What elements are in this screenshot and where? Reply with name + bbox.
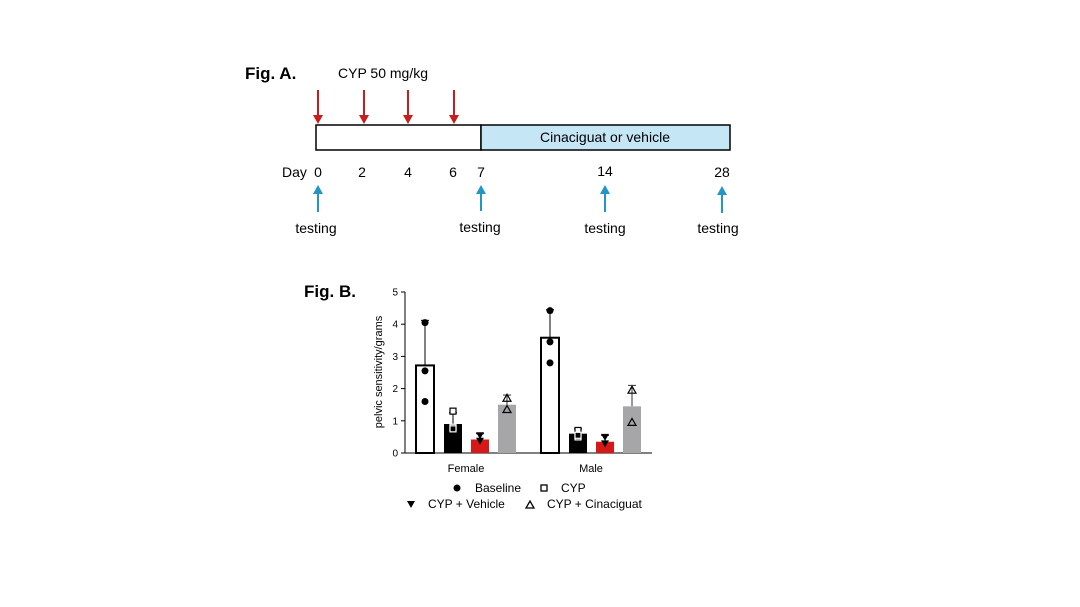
y-tick-label: 3 — [392, 352, 398, 363]
testing-arrow-day-14 — [600, 185, 610, 212]
bars — [415, 307, 641, 454]
injection-arrow-day-2 — [359, 90, 369, 124]
data-point — [476, 432, 484, 440]
day-tick: 7 — [477, 164, 485, 180]
injection-arrow-day-4 — [403, 90, 413, 124]
y-tick-label: 4 — [392, 320, 398, 331]
data-point — [546, 338, 554, 346]
data-point — [626, 385, 638, 394]
fig-a-label: Fig. A. — [245, 64, 296, 83]
bar — [569, 433, 587, 453]
data-point — [546, 307, 554, 315]
data-point — [601, 433, 609, 441]
testing-label: testing — [459, 219, 500, 235]
legend-label: Baseline — [475, 481, 521, 495]
y-ticks: 0 1 2 3 4 5 — [392, 288, 405, 460]
testing-arrow-day-7 — [476, 185, 486, 211]
x-tick-label: Female — [448, 463, 485, 475]
testing-arrow-day-28 — [717, 186, 727, 213]
dose-label: CYP 50 mg/kg — [338, 65, 428, 81]
treatment-period-box — [480, 124, 731, 151]
y-tick-label: 2 — [392, 384, 398, 395]
data-point — [449, 425, 457, 433]
testing-arrow-day-0 — [313, 185, 323, 212]
bar-chart: pelvic sensitivity/grams 0 1 2 3 4 5 Female Ma… — [373, 288, 652, 475]
bar — [471, 439, 489, 453]
testing-arrows — [313, 185, 727, 213]
data-point — [476, 437, 484, 445]
x-tick-label: Male — [579, 463, 603, 475]
bar — [596, 441, 614, 453]
y-tick-label: 0 — [392, 449, 398, 460]
testing-label: testing — [295, 220, 336, 236]
data-point — [626, 417, 638, 427]
testing-label: testing — [584, 220, 625, 236]
x-tick-labels: Female Male — [448, 463, 603, 475]
cyp-period-box — [315, 124, 482, 151]
y-tick-label: 1 — [392, 416, 398, 427]
y-axis-label: pelvic sensitivity/grams — [373, 315, 385, 428]
legend-marker-cyp-cinaciguat — [524, 499, 536, 509]
data-point — [421, 367, 429, 375]
legend-marker-cyp-vehicle — [407, 501, 415, 508]
day-tick: 0 — [314, 164, 322, 180]
injection-arrow-day-6 — [449, 90, 459, 124]
legend-item-cyp-cinaciguat: CYP + Cinaciguat — [524, 497, 643, 511]
data-point — [449, 407, 457, 415]
testing-label: testing — [697, 220, 738, 236]
data-point — [601, 440, 609, 448]
y-tick-label: 5 — [392, 288, 398, 299]
data-point — [501, 393, 513, 402]
data-point — [421, 319, 429, 327]
day-tick: 4 — [404, 164, 412, 180]
day-labels: Day 0 2 4 6 7 14 28 — [282, 163, 730, 180]
legend-marker-baseline — [453, 484, 461, 492]
bar — [415, 364, 435, 454]
day-tick: 2 — [358, 164, 366, 180]
legend-label: CYP + Cinaciguat — [547, 497, 643, 511]
bar — [623, 406, 641, 453]
legend-marker-cyp — [540, 484, 548, 492]
day-tick: 14 — [597, 163, 613, 179]
injection-arrow-day-0 — [313, 90, 323, 124]
treatment-label: Cinaciguat or vehicle — [540, 129, 670, 145]
legend: Baseline CYP CYP + Vehicle CYP + Cinacig… — [407, 481, 643, 511]
bar — [498, 404, 516, 453]
bar — [444, 424, 462, 453]
bar — [540, 336, 560, 454]
data-point — [501, 404, 513, 414]
fig-b: Fig. B. pelvic sensitivity/grams 0 1 2 3 4 5 … — [304, 282, 652, 511]
day-tick: 6 — [449, 164, 457, 180]
legend-item-baseline: Baseline — [453, 481, 521, 495]
legend-label: CYP — [561, 481, 586, 495]
fig-b-label: Fig. B. — [304, 282, 356, 301]
legend-item-cyp: CYP — [540, 481, 586, 495]
injection-arrows — [313, 90, 459, 124]
legend-item-cyp-vehicle: CYP + Vehicle — [407, 497, 505, 511]
day-tick: 28 — [714, 164, 730, 180]
data-point — [574, 431, 582, 439]
legend-label: CYP + Vehicle — [428, 497, 505, 511]
testing-labels: testing testing testing testing — [295, 219, 738, 236]
data-point — [546, 359, 554, 367]
fig-a: Fig. A. CYP 50 mg/kg Cinaciguat — [245, 64, 739, 236]
day-prefix-label: Day — [282, 164, 307, 180]
data-point — [421, 397, 429, 405]
